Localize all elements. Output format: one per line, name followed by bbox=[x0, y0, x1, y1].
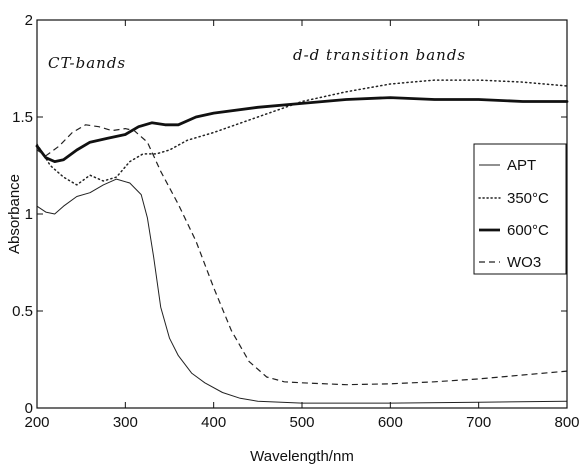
legend-label-wo3: WO3 bbox=[507, 254, 541, 271]
x-tick-label: 700 bbox=[466, 414, 491, 431]
series-line-600c bbox=[35, 96, 569, 164]
x-tick-label: 800 bbox=[554, 414, 579, 431]
series-line-350c bbox=[36, 79, 568, 186]
x-axis-label: Wavelength/nm bbox=[250, 448, 354, 465]
y-axis-label: Absorbance bbox=[6, 174, 23, 254]
series-line-apt bbox=[36, 178, 568, 404]
plot-lines bbox=[35, 79, 569, 404]
x-tick-label: 200 bbox=[24, 414, 49, 431]
y-tick-label: 0.5 bbox=[12, 303, 33, 320]
axis-ticks bbox=[36, 19, 568, 409]
legend-label-apt: APT bbox=[507, 157, 536, 174]
x-tick-label: 500 bbox=[289, 414, 314, 431]
y-tick-label: 1 bbox=[25, 206, 33, 223]
series-line-wo3 bbox=[36, 124, 568, 386]
x-tick-label: 400 bbox=[201, 414, 226, 431]
x-tick-label: 300 bbox=[113, 414, 138, 431]
legend: APT 350°C 600°C WO3 bbox=[473, 143, 567, 275]
y-tick-label: 2 bbox=[25, 12, 33, 29]
annotation-ct-bands: CT-bands bbox=[48, 54, 126, 72]
legend-label-350c: 350°C bbox=[507, 190, 549, 207]
annotation-dd-bands: d-d transition bands bbox=[293, 46, 466, 64]
legend-label-600c: 600°C bbox=[507, 222, 549, 239]
legend-box bbox=[473, 143, 567, 275]
x-tick-label: 600 bbox=[378, 414, 403, 431]
axis-tick-labels: 200 300 400 500 600 700 800 0 0.5 1 1.5 2 bbox=[12, 12, 579, 431]
y-tick-label: 1.5 bbox=[12, 109, 33, 126]
y-tick-label: 0 bbox=[25, 400, 33, 417]
